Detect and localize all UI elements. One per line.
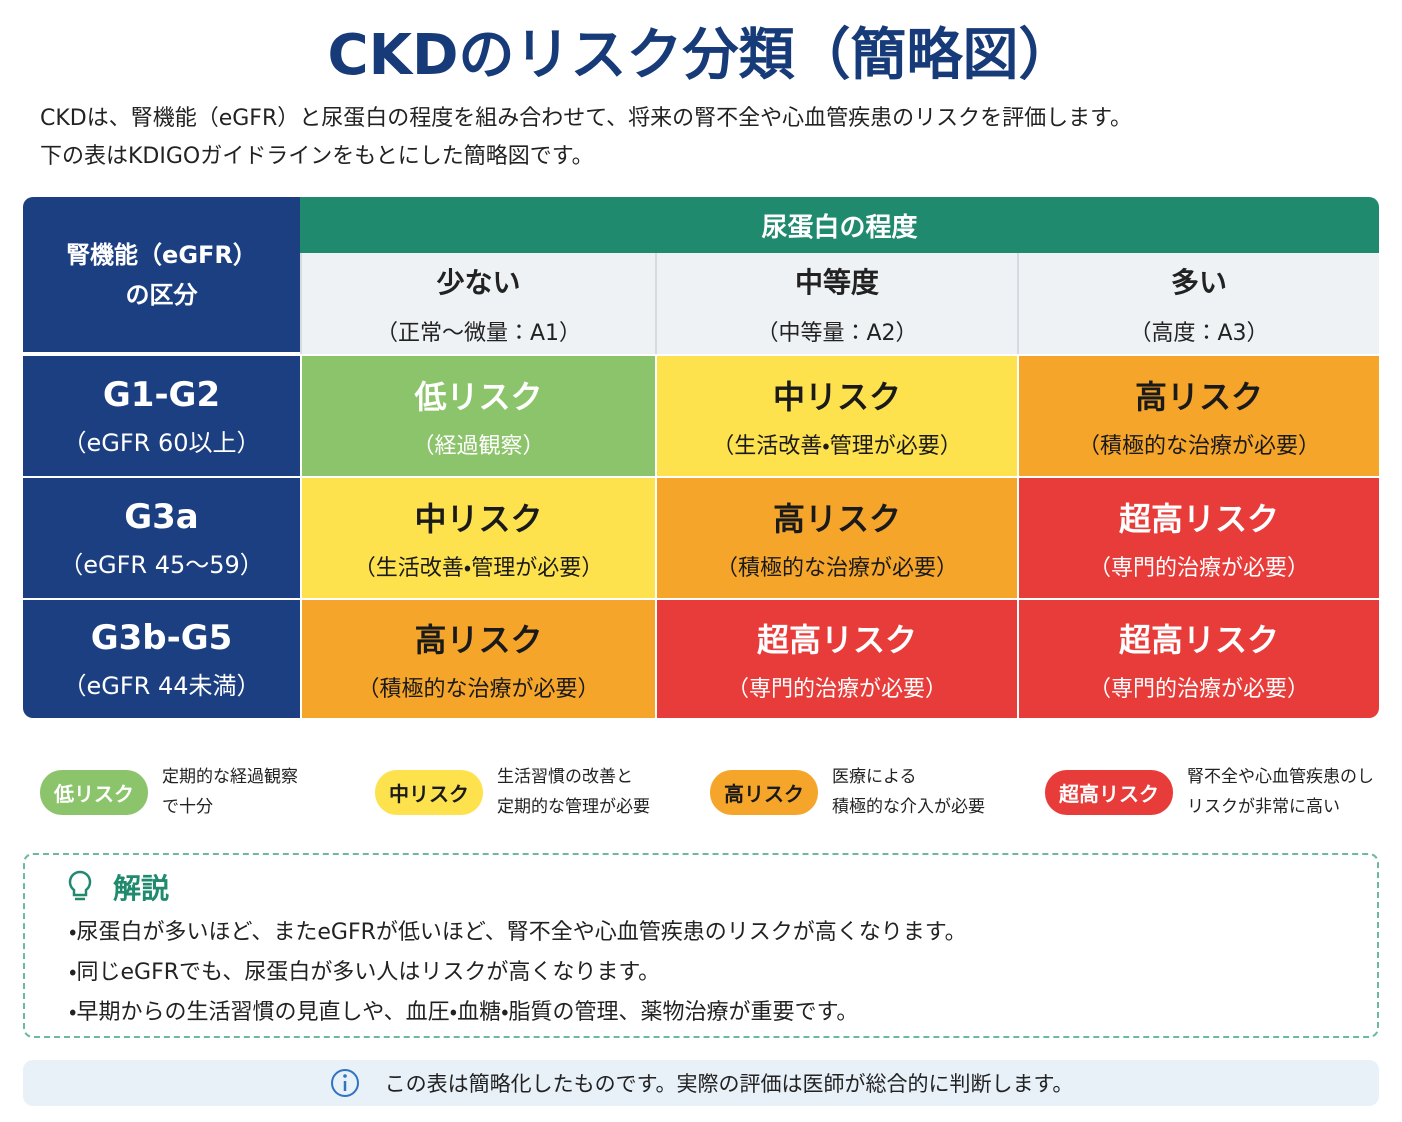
legend-text: 医療による積極的な介入が必要 [832, 762, 985, 822]
risk-cell: 中リスク （生活改善・管理が必要） [300, 476, 655, 598]
risk-note: （経過観察） [412, 434, 545, 459]
risk-level: 中リスク [772, 378, 901, 416]
note-bar: この表は簡略化したものです。実際の評価は医師が総合的に判断します。 [23, 1060, 1379, 1106]
risk-level: 超高リスク [1118, 621, 1279, 659]
legend-badge: 高リスク [710, 769, 818, 815]
legend-line: 医療による [832, 767, 917, 787]
risk-level: 高リスク [772, 500, 901, 538]
row-header: G3b-G5 （eGFR 44未満） [23, 598, 300, 718]
risk-note: （専門的治療が必要） [726, 677, 947, 702]
risk-level: 高リスク [1134, 378, 1263, 416]
column-sub: （正常〜微量：A1） [375, 320, 582, 346]
column-header: 中等度 （中等量：A2） [655, 253, 1017, 354]
risk-level: 超高リスク [756, 621, 917, 659]
legend-text: 腎不全や心血管疾患のし リスクが非常に高い [1187, 762, 1374, 822]
risk-note: （生活改善・管理が必要） [353, 556, 604, 581]
explanation-title: 解説 [113, 872, 170, 905]
legend-line: 定期的な経過観察 [162, 767, 298, 787]
explanation-box: 解説 ・尿蛋白が多いほど、またeGFRが低いほど、腎不全や心血管疾患のリスクが高… [23, 853, 1379, 1038]
row-sub: （eGFR 60以上） [62, 428, 261, 457]
risk-note: （専門的治療が必要） [1088, 556, 1309, 581]
row-label: G3b-G5 [90, 617, 233, 658]
legend-line: 生活習慣の改善と [497, 767, 633, 787]
legend-line: で十分 [162, 797, 213, 817]
legend-item: 高リスク 医療による積極的な介入が必要 [710, 762, 1045, 822]
risk-note: （専門的治療が必要） [1088, 677, 1309, 702]
row-label: G1-G2 [102, 374, 221, 415]
explanation-items: ・尿蛋白が多いほど、またeGFRが低いほど、腎不全や心血管疾患のリスクが高くなり… [69, 913, 967, 1033]
risk-cell: 中リスク （生活改善・管理が必要） [655, 354, 1017, 476]
info-icon [330, 1069, 359, 1097]
risk-level: 低リスク [414, 378, 543, 416]
bulb-icon [68, 870, 92, 901]
explanation-item: ・同じeGFRでも、尿蛋白が多い人はリスクが高くなります。 [69, 960, 661, 985]
column-label: 中等度 [794, 265, 879, 299]
risk-cell: 高リスク （積極的な治療が必要） [655, 476, 1017, 598]
legend-badge: 超高リスク [1045, 769, 1173, 815]
column-header: 少ない （正常〜微量：A1） [300, 253, 655, 354]
risk-level: 高リスク [414, 621, 543, 659]
legend-item: 超高リスク 腎不全や心血管疾患のし リスクが非常に高い [1045, 762, 1380, 822]
legend-item: 中リスク 生活習慣の改善と 定期的な管理が必要 [375, 762, 710, 822]
risk-cell: 高リスク （積極的な治療が必要） [1017, 354, 1379, 476]
risk-cell: 超高リスク （専門的治療が必要） [1017, 598, 1379, 718]
explanation-item: ・尿蛋白が多いほど、またeGFRが低いほど、腎不全や心血管疾患のリスクが高くなり… [69, 920, 967, 945]
legend: 低リスク 定期的な経過観察 で十分 中リスク 生活習慣の改善と 定期的な管理が必要 高リスク… [40, 762, 1380, 822]
risk-note: （積極的な治療が必要） [357, 677, 600, 702]
column-sub: （高度：A3） [1129, 320, 1269, 346]
title: CKDのリスク分類（簡略図） [327, 23, 1075, 88]
legend-line: 腎不全や心血管疾患のし [1187, 767, 1374, 787]
risk-note: （生活改善・管理が必要） [712, 434, 962, 459]
column-sub: （中等量：A2） [756, 320, 918, 346]
legend-text: 定期的な経過観察 で十分 [162, 762, 298, 822]
column-group-header: 尿蛋白の程度 [300, 197, 1379, 253]
row-sub: （eGFR 44未満） [62, 671, 261, 700]
legend-line: 積極的な介入が必要 [832, 797, 985, 817]
note-text: この表は簡略化したものです。実際の評価は医師が総合的に判断します。 [384, 1072, 1074, 1096]
row-header: G1-G2 （eGFR 60以上） [23, 354, 300, 476]
legend-text: 生活習慣の改善と 定期的な管理が必要 [497, 762, 650, 822]
risk-note: （積極的な治療が必要） [1077, 434, 1320, 459]
row-header: G3a （eGFR 45〜59） [23, 476, 300, 598]
intro: CKDは、腎機能（eGFR）と尿蛋白の程度を組み合わせて、将来の腎不全や心血管疾… [40, 100, 1132, 176]
legend-badge: 中リスク [375, 769, 483, 815]
risk-level: 超高リスク [1118, 500, 1279, 538]
legend-line: 定期的な管理が必要 [497, 797, 650, 817]
risk-cell: 超高リスク （専門的治療が必要） [1017, 476, 1379, 598]
corner-line: 腎機能（eGFR） [66, 240, 257, 269]
risk-table: 腎機能（eGFR） の区分 尿蛋白の程度少ない （正常〜微量：A1） 中等度 （中等量：A… [23, 197, 1379, 718]
risk-cell: 高リスク （積極的な治療が必要） [300, 598, 655, 718]
corner-line: の区分 [125, 280, 198, 309]
intro-line: CKDは、腎機能（eGFR）と尿蛋白の程度を組み合わせて、将来の腎不全や心血管疾… [40, 106, 1132, 131]
legend-line: リスクが非常に高い [1187, 797, 1340, 817]
row-sub: （eGFR 45〜59） [59, 550, 264, 579]
risk-level: 中リスク [414, 500, 543, 538]
explanation-item: ・早期からの生活習慣の見直しや、血圧・血糖・脂質の管理、薬物治療が重要です。 [69, 1000, 859, 1025]
column-label: 少ない [436, 265, 521, 299]
intro-line: 下の表はKDIGOガイドラインをもとにした簡略図です。 [40, 144, 594, 169]
corner-header: 腎機能（eGFR） の区分 [23, 197, 300, 354]
column-label: 多い [1170, 265, 1227, 299]
risk-cell: 低リスク （経過観察） [300, 354, 655, 476]
risk-cell: 超高リスク （専門的治療が必要） [655, 598, 1017, 718]
risk-note: （積極的な治療が必要） [715, 556, 958, 581]
row-label: G3a [124, 496, 199, 537]
legend-badge: 低リスク [40, 769, 148, 815]
column-header: 多い （高度：A3） [1017, 253, 1379, 354]
legend-item: 低リスク 定期的な経過観察 で十分 [40, 762, 375, 822]
